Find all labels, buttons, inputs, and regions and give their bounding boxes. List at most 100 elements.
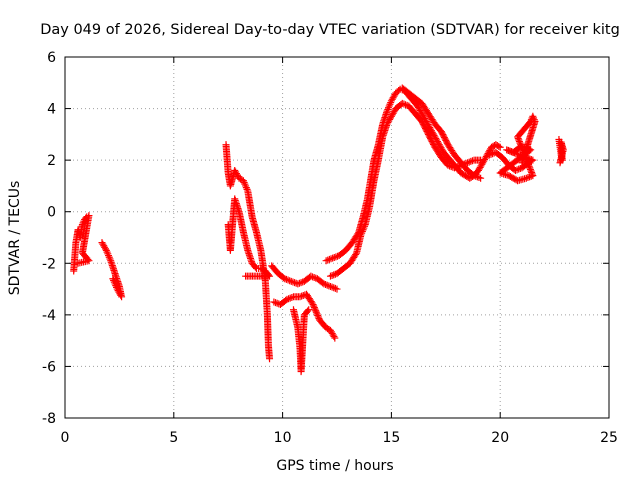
series-11 xyxy=(485,112,539,185)
data-point xyxy=(452,163,460,171)
data-point xyxy=(242,272,250,280)
data-point xyxy=(109,275,117,283)
y-tick-label: 4 xyxy=(47,102,56,118)
data-point xyxy=(311,305,319,313)
data-point xyxy=(454,163,462,171)
data-point xyxy=(330,333,338,341)
data-point xyxy=(326,282,334,290)
y-tick-label: 2 xyxy=(47,153,56,169)
data-point xyxy=(313,310,321,318)
data-point xyxy=(266,355,274,363)
series-12 xyxy=(555,136,567,167)
x-tick-label: 25 xyxy=(600,430,618,446)
data-point xyxy=(314,311,322,319)
data-point xyxy=(360,224,368,232)
data-point xyxy=(294,280,302,288)
data-point xyxy=(357,231,365,239)
x-tick-label: 0 xyxy=(61,430,70,446)
x-tick-label: 15 xyxy=(382,430,400,446)
series-5 xyxy=(268,262,341,293)
data-point xyxy=(334,252,342,260)
y-tick-label: -4 xyxy=(42,308,56,324)
data-point xyxy=(402,101,410,109)
data-point xyxy=(310,304,318,312)
data-point xyxy=(113,285,121,293)
data-point xyxy=(105,253,113,261)
data-point xyxy=(517,142,525,150)
data-point xyxy=(309,273,317,281)
data-point xyxy=(383,107,391,115)
data-point xyxy=(312,307,320,315)
data-point xyxy=(296,293,304,301)
chart-title: Day 049 of 2026, Sidereal Day-to-day VTE… xyxy=(40,22,620,38)
data-point xyxy=(518,159,526,167)
data-point xyxy=(78,221,86,229)
data-point xyxy=(101,245,109,253)
series-1 xyxy=(70,212,93,275)
data-point xyxy=(282,296,290,304)
data-point xyxy=(485,151,493,159)
data-point xyxy=(291,279,299,287)
data-point xyxy=(288,293,296,301)
data-point xyxy=(324,256,332,264)
data-point xyxy=(496,143,504,151)
data-point xyxy=(330,284,338,292)
series-9 xyxy=(326,99,485,280)
data-point xyxy=(305,306,313,314)
data-point xyxy=(529,156,537,164)
data-point xyxy=(105,252,113,260)
data-point xyxy=(319,279,327,287)
data-point xyxy=(511,166,519,174)
data-point xyxy=(320,280,328,288)
data-point xyxy=(240,178,248,186)
data-point xyxy=(522,174,530,182)
data-point xyxy=(287,277,295,285)
data-point xyxy=(526,165,534,173)
data-point xyxy=(325,282,333,290)
data-point xyxy=(517,141,525,149)
data-point xyxy=(114,287,122,295)
y-axis-label: SDTVAR / TECUs xyxy=(7,181,23,296)
data-point xyxy=(270,298,278,306)
plot-frame xyxy=(64,56,610,419)
data-point xyxy=(281,275,289,283)
data-point xyxy=(322,281,330,289)
series-10 xyxy=(398,84,485,182)
data-point xyxy=(332,253,340,261)
data-point xyxy=(469,171,477,179)
data-point xyxy=(314,313,322,321)
data-point xyxy=(384,105,392,113)
series-7 xyxy=(289,306,313,376)
data-point xyxy=(328,272,336,280)
data-point xyxy=(513,166,521,174)
data-point xyxy=(516,165,524,173)
data-point xyxy=(307,272,315,280)
data-point xyxy=(529,112,537,120)
data-point xyxy=(326,272,334,280)
data-point xyxy=(309,301,317,309)
data-point xyxy=(329,254,337,262)
data-point xyxy=(495,142,503,150)
data-point xyxy=(515,138,523,146)
data-point xyxy=(112,282,120,290)
data-point xyxy=(310,302,318,310)
data-point xyxy=(323,281,331,289)
data-point xyxy=(398,99,406,107)
data-points xyxy=(70,84,567,376)
y-tick-label: 0 xyxy=(47,205,56,221)
data-point xyxy=(352,250,360,258)
data-point xyxy=(243,185,251,193)
data-point xyxy=(385,102,393,110)
y-tick-label: -2 xyxy=(42,256,56,272)
data-point xyxy=(446,162,454,170)
data-point xyxy=(297,279,305,287)
axis-ticks: 0 5 10 15 20 25 -8 -6 -4 -2 0 2 4 6 xyxy=(42,50,618,446)
data-point xyxy=(289,278,297,286)
data-point xyxy=(242,182,250,190)
series-2 xyxy=(98,239,126,301)
data-point xyxy=(299,278,307,286)
data-point xyxy=(330,271,338,279)
series-6 xyxy=(270,290,339,342)
data-point xyxy=(468,157,476,165)
data-point xyxy=(333,285,341,293)
